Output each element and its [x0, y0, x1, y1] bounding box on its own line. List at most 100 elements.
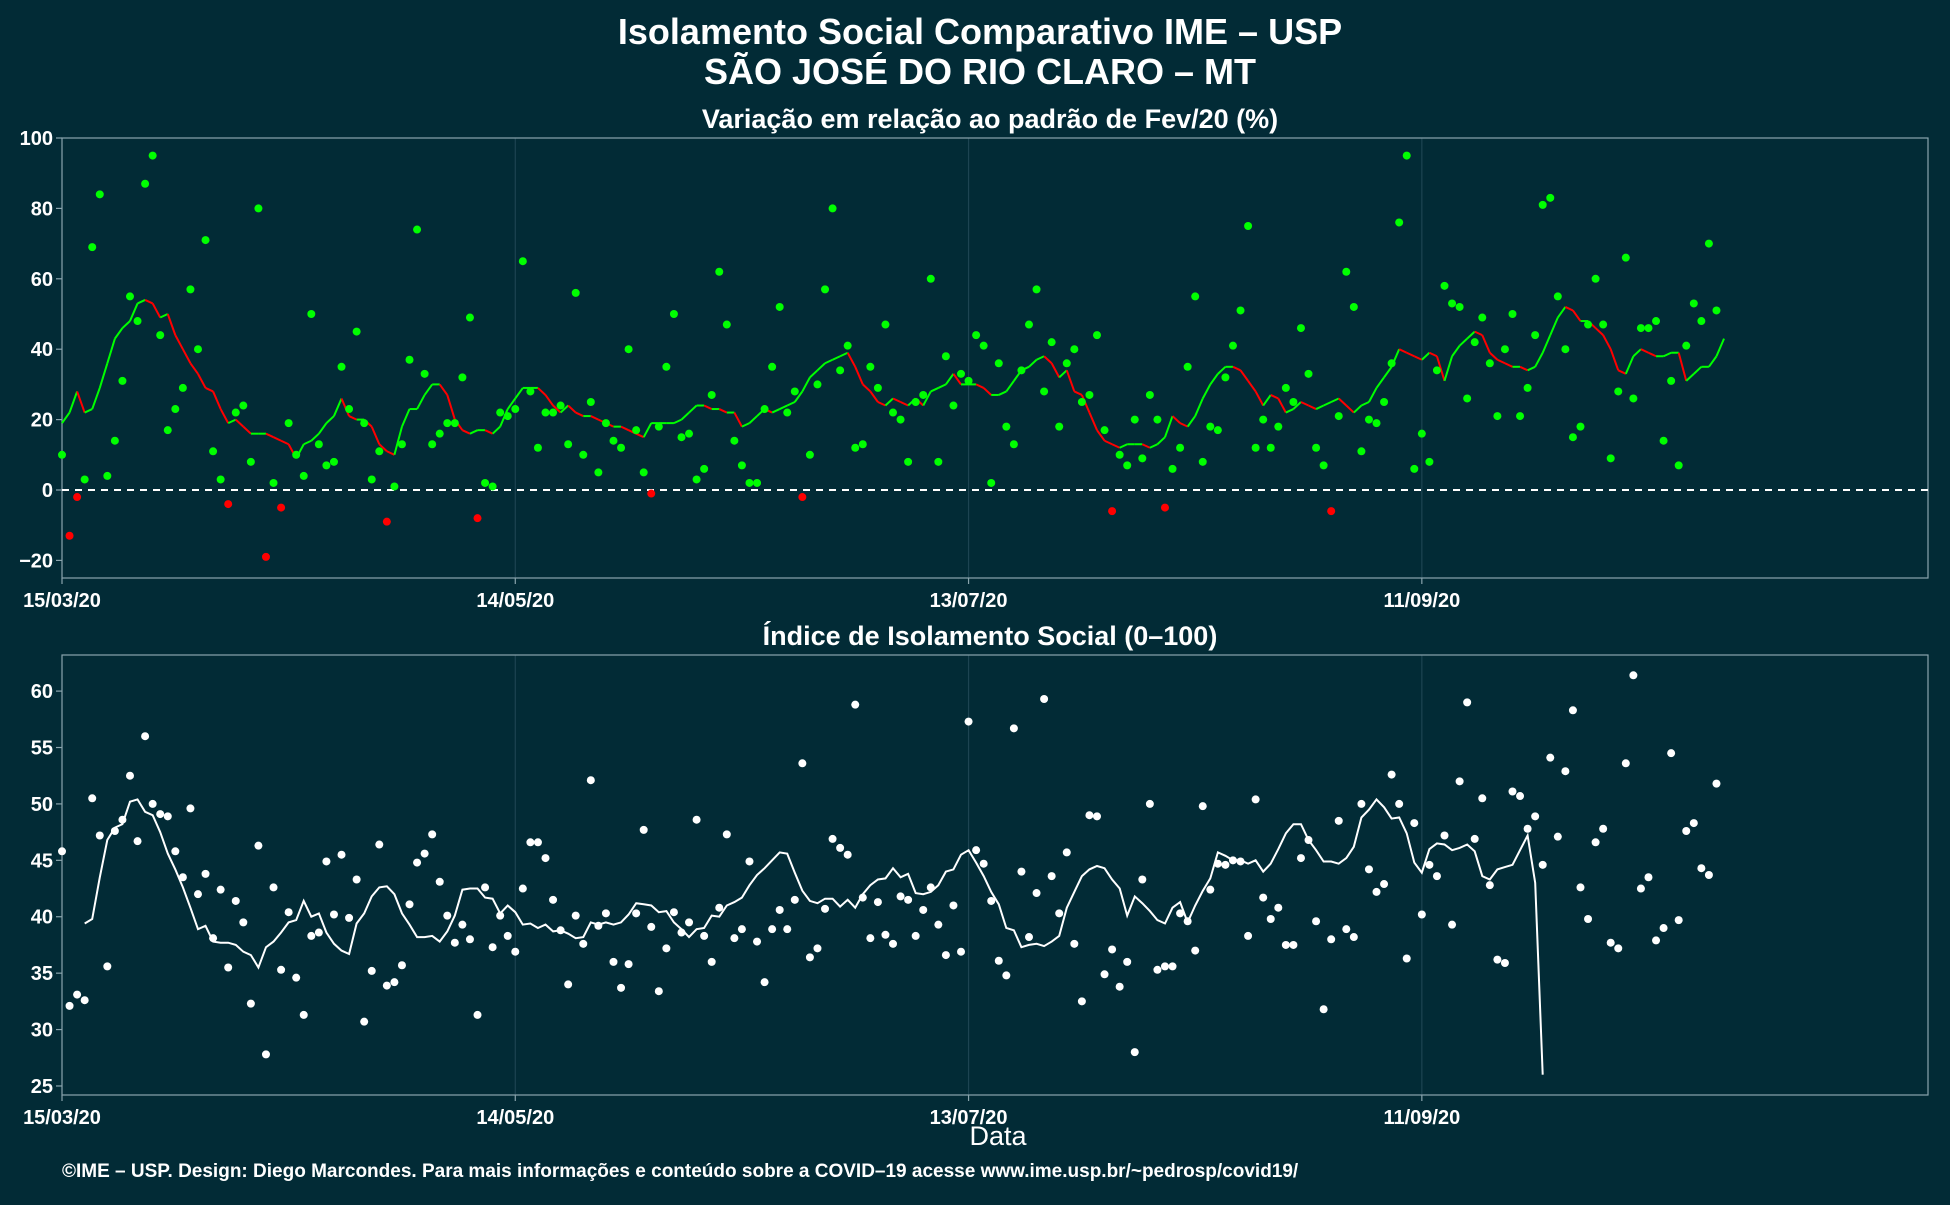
moving-average-segment	[552, 404, 562, 414]
moving-average-segment	[801, 376, 811, 392]
data-point	[511, 947, 520, 956]
moving-average-segment	[181, 348, 192, 364]
data-point	[541, 854, 550, 863]
moving-average-segment	[733, 412, 743, 428]
moving-average-segment	[76, 391, 86, 413]
data-point	[1002, 422, 1011, 431]
data-point	[345, 405, 354, 414]
data-point	[972, 331, 981, 340]
data-point	[224, 500, 233, 509]
data-point	[647, 922, 656, 931]
moving-average-segment	[832, 355, 841, 361]
data-point	[1425, 457, 1434, 466]
moving-average-segment	[1036, 355, 1045, 361]
data-point	[1561, 345, 1570, 354]
data-point	[1357, 799, 1366, 808]
data-point	[821, 285, 830, 294]
data-point	[1319, 461, 1328, 470]
moving-average-segment	[68, 391, 79, 413]
data-point	[1357, 447, 1366, 456]
data-point	[571, 288, 580, 297]
data-point	[360, 1017, 369, 1026]
data-point	[118, 376, 127, 385]
moving-average-segment	[1194, 398, 1204, 417]
data-point	[564, 440, 573, 449]
data-point	[805, 450, 814, 459]
moving-average-segment	[998, 390, 1007, 396]
data-point	[284, 419, 293, 428]
moving-average-segment	[839, 351, 849, 358]
data-point	[1425, 860, 1434, 869]
data-point	[511, 405, 520, 414]
moving-average-segment	[1519, 365, 1529, 372]
data-point	[1704, 871, 1713, 879]
data-point	[1168, 464, 1177, 473]
data-point	[1040, 387, 1049, 396]
data-point	[1070, 345, 1079, 354]
moving-average-segment	[106, 338, 116, 364]
moving-average-segment	[975, 383, 985, 389]
data-point	[261, 552, 270, 561]
data-point	[1123, 461, 1132, 470]
data-point	[1636, 324, 1645, 333]
data-point	[1568, 706, 1577, 715]
data-point	[934, 920, 943, 929]
data-point	[1644, 324, 1653, 333]
data-point	[1516, 412, 1525, 421]
data-point	[957, 369, 966, 378]
data-point	[768, 362, 777, 371]
data-point	[496, 911, 505, 920]
top-panel-title: Variação em relação ao padrão de Fev/20 …	[702, 104, 1278, 134]
moving-average-segment	[129, 303, 139, 322]
moving-average-segment	[446, 394, 456, 420]
data-point	[209, 447, 218, 456]
moving-average-segment	[121, 320, 131, 329]
moving-average-segment	[718, 408, 728, 414]
data-point	[1629, 671, 1638, 680]
data-point	[1236, 857, 1245, 866]
data-point	[1621, 253, 1630, 262]
moving-average-segment	[1209, 373, 1219, 385]
moving-average-segment	[491, 425, 501, 435]
moving-average-segment	[1088, 412, 1098, 431]
data-point	[790, 895, 799, 904]
data-point	[662, 362, 671, 371]
moving-average-segment	[151, 302, 162, 318]
data-point	[601, 419, 610, 428]
y-tick-label: 50	[31, 794, 53, 816]
data-point	[594, 468, 603, 477]
moving-average-segment	[816, 362, 826, 372]
data-point	[1584, 915, 1593, 923]
moving-average-segment	[1541, 334, 1552, 354]
data-point	[1077, 398, 1086, 406]
data-point	[828, 204, 837, 213]
moving-average-segment	[884, 397, 894, 407]
data-point	[1002, 971, 1011, 980]
data-point	[685, 429, 694, 438]
data-point	[133, 837, 142, 846]
plot-frame	[61, 654, 1929, 1096]
data-point	[994, 956, 1003, 965]
moving-average-segment	[1663, 351, 1672, 358]
data-point	[481, 883, 490, 892]
data-point	[601, 909, 610, 918]
data-point	[277, 965, 286, 974]
y-tick-label: 55	[31, 738, 53, 760]
moving-average-segment	[688, 404, 698, 414]
moving-average-segment	[1028, 359, 1038, 368]
moving-average-segment	[1406, 351, 1415, 358]
data-point	[73, 493, 82, 502]
data-point	[730, 934, 739, 943]
data-point	[1493, 955, 1502, 964]
data-point	[617, 983, 626, 992]
data-point	[1493, 412, 1502, 421]
data-point	[1644, 873, 1653, 882]
moving-average-segment	[1217, 366, 1227, 375]
data-point	[533, 838, 542, 847]
moving-average-segment	[91, 387, 101, 410]
data-point	[586, 776, 595, 785]
data-point	[798, 759, 807, 768]
data-point	[1108, 945, 1117, 954]
data-point	[322, 857, 331, 866]
data-point	[443, 911, 452, 920]
